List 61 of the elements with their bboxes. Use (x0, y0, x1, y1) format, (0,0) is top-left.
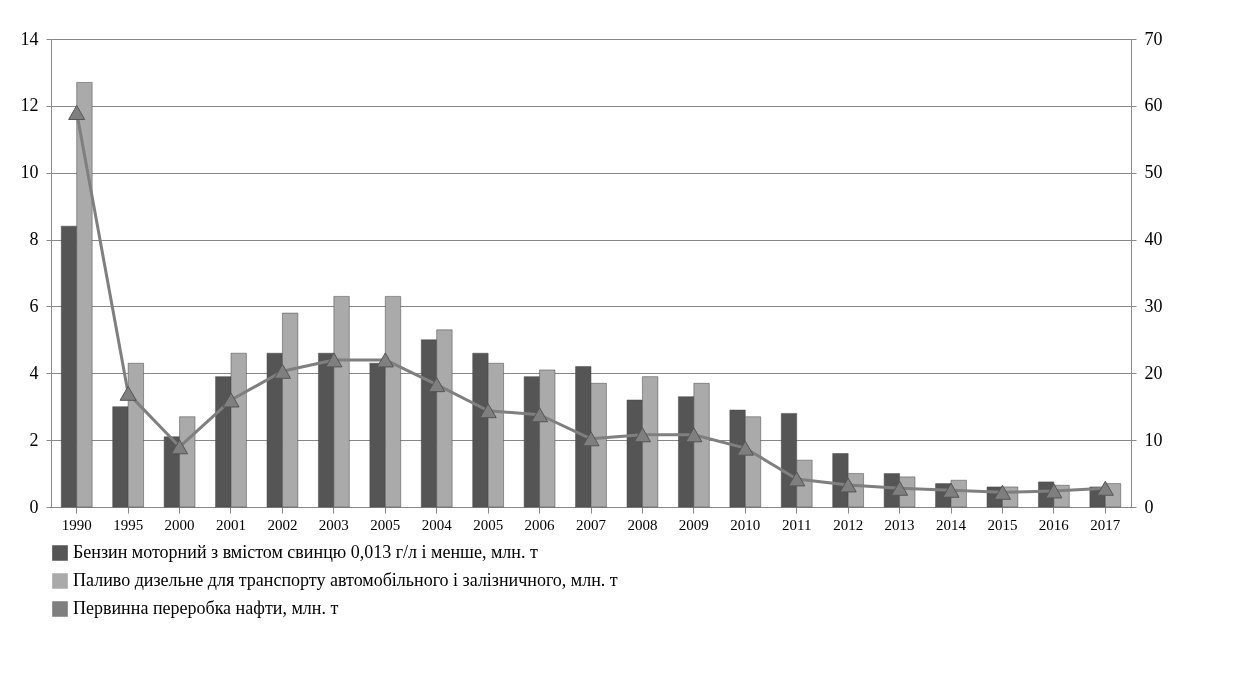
point (325, 352, 343, 368)
x-tick-label: 2003 (318, 516, 349, 533)
y-tick-label: 0 (29, 496, 39, 517)
y-tick-label: 4 (29, 362, 39, 383)
point (531, 407, 549, 423)
point (222, 392, 240, 408)
x-tick-label: 2015 (987, 516, 1018, 533)
x-tick-label: 2009 (678, 516, 709, 533)
x-tick-label: 2010 (730, 516, 761, 533)
y-tick-label: 14 (20, 28, 39, 49)
x-tick-label: 2017 (1090, 516, 1121, 533)
point (1096, 480, 1114, 496)
point (942, 482, 960, 498)
y2-tick-label: 10 (1144, 429, 1163, 450)
x-tick-label: 2005 (473, 516, 504, 533)
point (68, 105, 86, 121)
point (736, 440, 754, 456)
y-tick-label: 10 (20, 162, 39, 183)
point (788, 471, 806, 487)
point (633, 427, 651, 443)
legend-label: Первинна переробка нафти, млн. т (73, 598, 339, 618)
y2-tick-label: 70 (1144, 28, 1163, 49)
y-tick-label: 8 (29, 229, 39, 250)
point (376, 352, 394, 368)
x-tick-label: 1995 (113, 516, 144, 533)
x-tick-label: 2004 (421, 516, 453, 533)
x-tick-label: 1990 (61, 516, 92, 533)
y2-tick-label: 20 (1144, 362, 1163, 383)
x-tick-label: 2005 (370, 516, 401, 533)
x-tick-label: 2014 (936, 516, 967, 533)
y2-tick-label: 50 (1144, 162, 1163, 183)
x-tick-label: 2000 (164, 516, 195, 533)
y-tick-label: 6 (29, 295, 39, 316)
y-tick-label: 12 (20, 95, 39, 116)
point (839, 477, 857, 493)
point (273, 363, 291, 379)
x-tick-label: 2008 (627, 516, 658, 533)
x-tick-label: 2011 (781, 516, 812, 533)
point (582, 431, 600, 447)
point (119, 385, 137, 401)
point (428, 377, 446, 393)
x-tick-label: 2001 (216, 516, 246, 533)
y2-tick-label: 60 (1144, 95, 1163, 116)
x-tick-label: 2006 (524, 516, 556, 533)
point (1045, 483, 1063, 499)
point (171, 439, 189, 455)
point (891, 480, 909, 496)
y-tick-label: 2 (29, 429, 39, 450)
x-tick-label: 2012 (833, 516, 864, 533)
legend-label: Паливо дизельне для транспорту автомобільного і залізничного, млн. т (73, 570, 618, 590)
y2-tick-label: 40 (1144, 229, 1163, 250)
x-tick-label: 2007 (576, 516, 607, 533)
x-tick-label: 2013 (884, 516, 915, 533)
point (479, 403, 497, 419)
point (685, 427, 703, 443)
point (993, 484, 1011, 500)
y2-tick-label: 30 (1144, 295, 1163, 316)
x-tick-label: 2016 (1038, 516, 1070, 533)
legend-label: Бензин моторний з вмістом свинцю 0,013 г/л і менше, млн. т (73, 542, 538, 562)
y2-tick-label: 0 (1144, 496, 1154, 517)
x-tick-label: 2002 (267, 516, 298, 533)
